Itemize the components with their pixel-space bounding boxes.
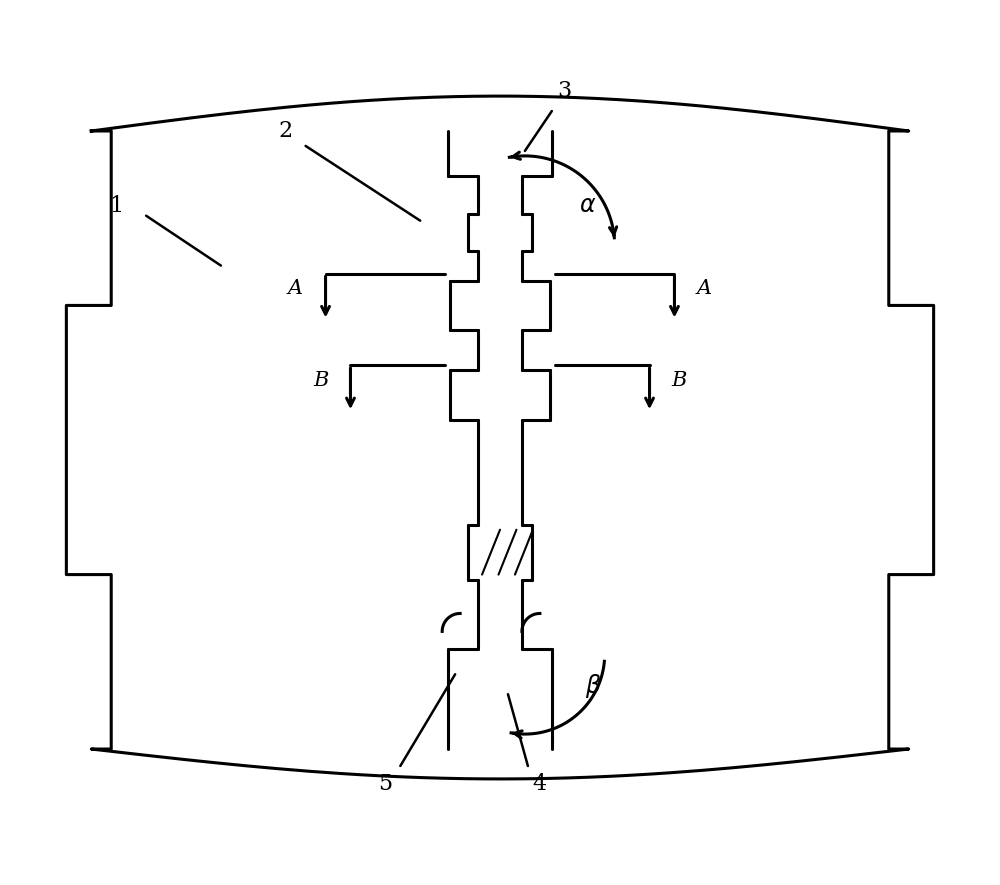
Text: $\alpha$: $\alpha$ — [579, 193, 596, 217]
Text: 2: 2 — [279, 120, 293, 142]
Text: A: A — [288, 280, 303, 298]
Text: A: A — [697, 280, 712, 298]
Text: B: B — [672, 371, 687, 390]
Text: $\beta$: $\beta$ — [585, 673, 601, 700]
Text: 5: 5 — [378, 773, 392, 795]
Text: 1: 1 — [109, 195, 123, 217]
Text: B: B — [313, 371, 328, 390]
Text: 4: 4 — [533, 773, 547, 795]
Text: 3: 3 — [558, 81, 572, 102]
